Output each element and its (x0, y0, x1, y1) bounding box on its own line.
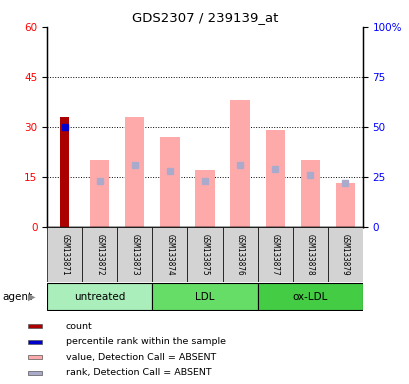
Bar (257, 283, 362, 310)
Text: GSM133874: GSM133874 (165, 233, 174, 275)
Bar (327, 227, 362, 282)
Bar (28, 371, 42, 375)
Text: ▶: ▶ (28, 291, 35, 302)
Bar (82, 227, 117, 282)
Text: GSM133875: GSM133875 (200, 233, 209, 275)
Bar (152, 227, 187, 282)
Text: percentile rank within the sample: percentile rank within the sample (65, 338, 225, 346)
Bar (47, 227, 82, 282)
Text: GSM133872: GSM133872 (95, 233, 104, 275)
Bar (125, 117, 144, 227)
Text: GSM133877: GSM133877 (270, 233, 279, 275)
Bar (117, 227, 152, 282)
Text: count: count (65, 322, 92, 331)
Text: GSM133873: GSM133873 (130, 233, 139, 275)
Bar (292, 227, 327, 282)
Bar (90, 160, 109, 227)
Bar (187, 227, 222, 282)
Bar (47, 283, 152, 310)
Text: untreated: untreated (74, 291, 125, 302)
Text: ox-LDL: ox-LDL (292, 291, 327, 302)
Bar (195, 170, 214, 227)
Bar (335, 183, 354, 227)
Bar (222, 227, 257, 282)
Bar (160, 137, 179, 227)
Text: LDL: LDL (195, 291, 214, 302)
Bar (300, 160, 319, 227)
Text: GSM133876: GSM133876 (235, 233, 244, 275)
Text: GSM133878: GSM133878 (305, 233, 314, 275)
Bar (28, 340, 42, 344)
Bar (28, 355, 42, 359)
Text: agent: agent (2, 291, 32, 302)
Bar (257, 227, 292, 282)
Bar (28, 324, 42, 328)
Title: GDS2307 / 239139_at: GDS2307 / 239139_at (131, 11, 278, 24)
Text: value, Detection Call = ABSENT: value, Detection Call = ABSENT (65, 353, 216, 362)
Bar (152, 283, 257, 310)
Bar (265, 130, 284, 227)
Bar (230, 100, 249, 227)
Text: GSM133879: GSM133879 (340, 233, 349, 275)
Text: GSM133871: GSM133871 (60, 233, 69, 275)
Bar (60, 117, 69, 227)
Text: rank, Detection Call = ABSENT: rank, Detection Call = ABSENT (65, 368, 211, 377)
